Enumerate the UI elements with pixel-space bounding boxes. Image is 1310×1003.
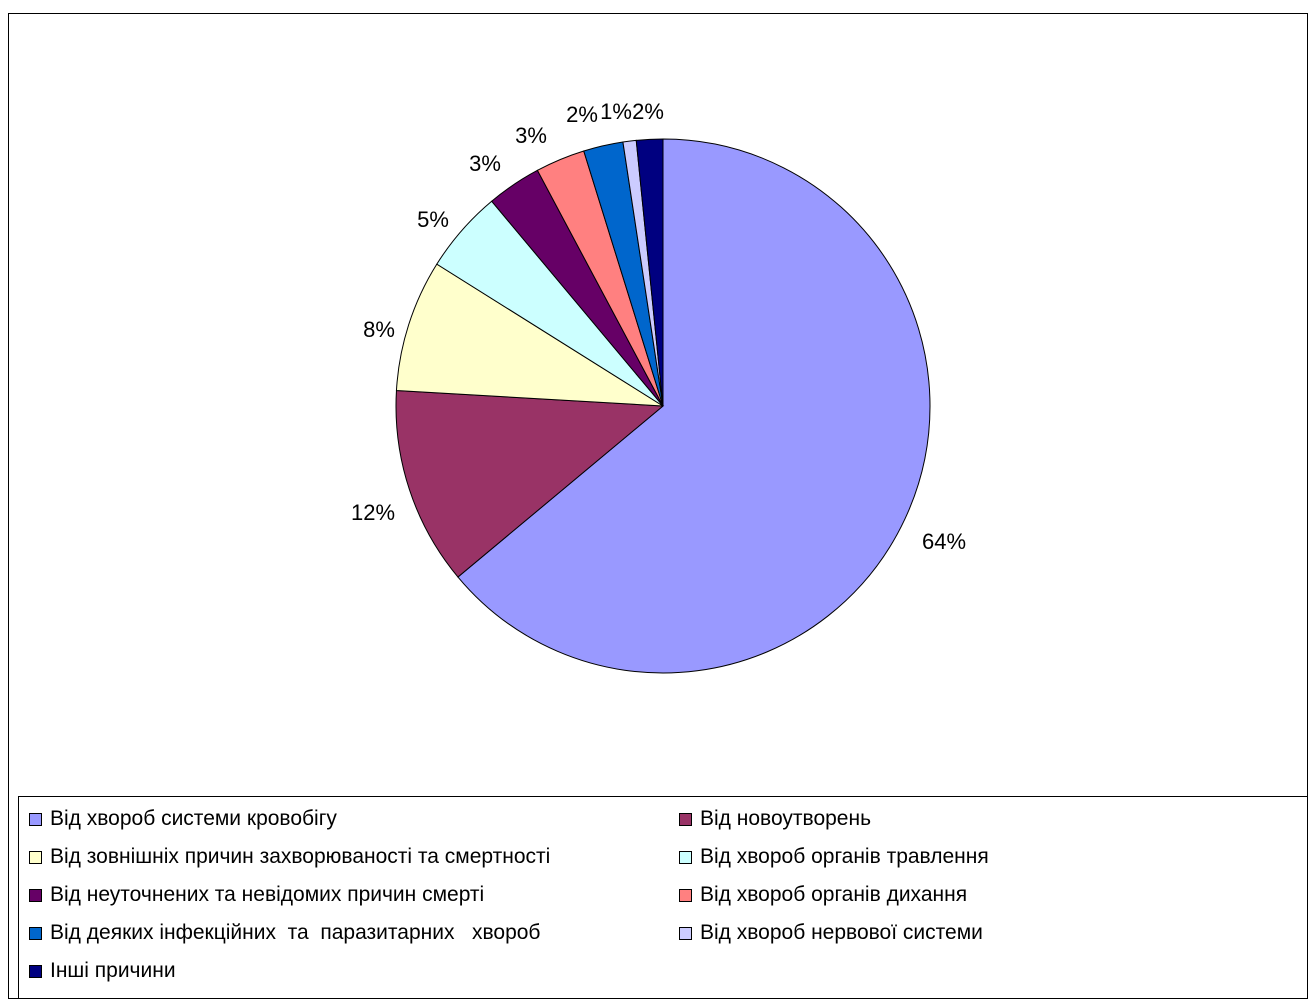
slice-percent-label: 5% [417,207,449,232]
pie-slice [395,389,665,578]
pie-slices [395,138,931,674]
legend-item: Від хвороб органів травлення [679,845,989,869]
legend-item: Інші причини [29,959,176,983]
legend-label: Від хвороб органів дихання [700,883,968,906]
slice-percent-label: 3% [469,151,501,176]
legend-swatch [679,812,692,826]
slice-percent-label: 12% [351,500,395,525]
legend-swatch [29,888,42,902]
legend-swatch [29,964,42,978]
pie-slice [395,263,664,407]
slice-percent-label: 2% [566,102,598,127]
legend-swatch [679,850,692,864]
slice-percent-label: 64% [922,529,966,554]
pie-slice [635,138,664,407]
legend-swatch [679,926,692,940]
legend-item: Від хвороб нервової системи [679,921,983,945]
legend-swatch [29,850,42,864]
legend-label: Від деяких інфекційних та паразитарних х… [50,921,541,944]
legend-label: Від зовнішніх причин захворюваності та с… [50,845,551,868]
legend-label: Від хвороб нервової системи [700,921,983,944]
legend-label: Інші причини [50,959,176,982]
legend-swatch [29,812,42,826]
legend-item: Від хвороб системи кровобігу [29,807,337,831]
slice-percent-label: 1% [600,99,632,124]
legend-item: Від хвороб органів дихання [679,883,967,907]
pie-slice [457,138,931,674]
legend-label: Від хвороб системи кровобігу [50,807,337,830]
legend: Від хвороб системи кровобігу Від новоутво… [18,796,1308,999]
legend-label: Від неуточнених та невідомих причин смер… [50,883,485,906]
slice-percent-label: 8% [363,317,395,342]
legend-swatch [679,888,692,902]
legend-label: Від хвороб органів травлення [700,845,989,868]
legend-item: Від зовнішніх причин захворюваності та с… [29,845,550,869]
legend-swatch [29,926,42,940]
legend-item: Від новоутворень [679,807,871,831]
legend-label: Від новоутворень [700,807,872,830]
legend-item: Від неуточнених та невідомих причин смер… [29,883,484,907]
slice-percent-label: 2% [632,99,664,124]
slice-percent-label: 3% [515,123,547,148]
pie-labels: 64% 12% 8% 5% 3% 3% 2% 1% 2% [351,99,966,554]
legend-item: Від деяких інфекційних та паразитарних х… [29,921,540,945]
